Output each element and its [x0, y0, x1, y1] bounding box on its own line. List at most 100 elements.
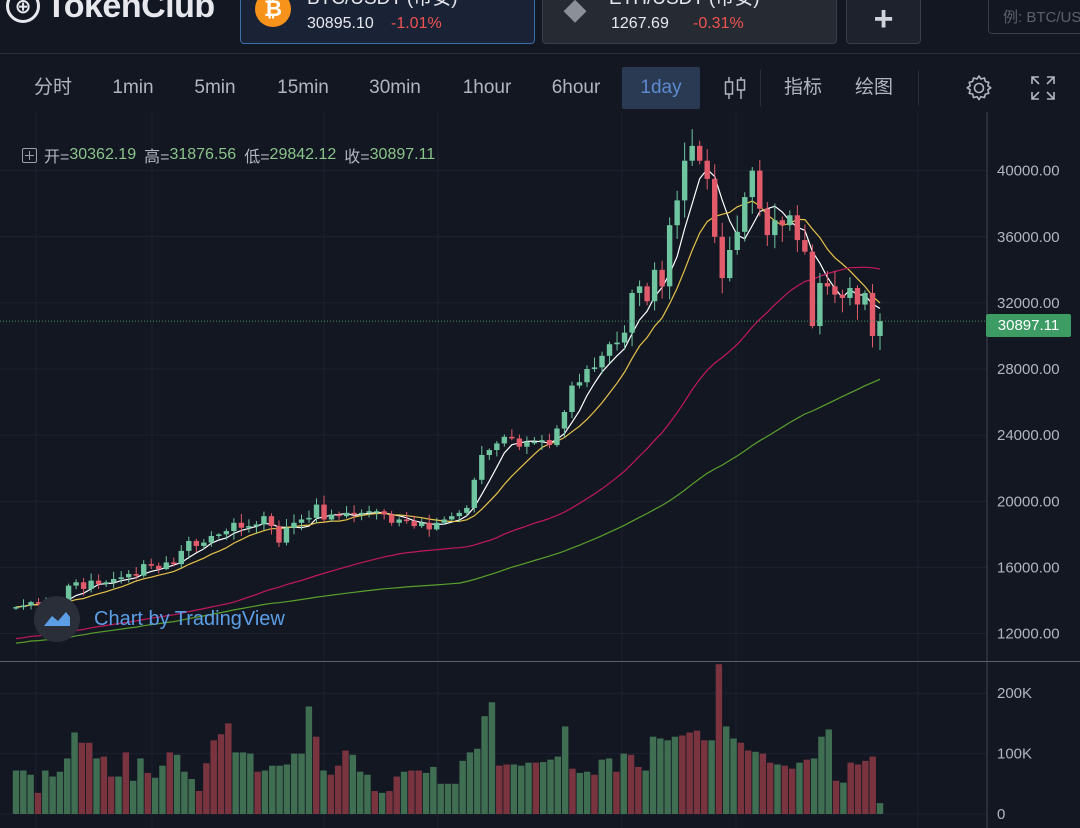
fullscreen-icon[interactable]: [1027, 72, 1059, 104]
volume-bar: [217, 734, 225, 814]
indicators-button[interactable]: 指标: [783, 77, 822, 98]
candle-style-icon[interactable]: [719, 72, 751, 104]
volume-bar: [386, 791, 393, 814]
candle-down: [779, 220, 786, 226]
candle-down: [509, 436, 515, 439]
volume-bar: [569, 768, 576, 814]
candle-up: [223, 531, 230, 535]
symbol-search-input[interactable]: [988, 0, 1080, 34]
interval-tab-5min[interactable]: 5min: [194, 77, 236, 98]
candle-up: [531, 441, 538, 444]
volume-bar: [247, 753, 254, 814]
interval-tab-1min[interactable]: 1min: [112, 77, 154, 98]
candle-down: [824, 283, 831, 287]
candle-up: [749, 170, 755, 198]
candle-down: [133, 574, 139, 576]
toolbar-divider: [760, 70, 761, 106]
legend-close-value: 30897.11: [369, 146, 436, 163]
volume-bar: [598, 759, 605, 814]
candle-up: [291, 522, 297, 528]
volume-bar: [12, 770, 20, 814]
candle-up: [434, 522, 440, 530]
volume-bar: [810, 758, 818, 814]
price-chart[interactable]: 12000.00 16000.00 20000.00 24000.00 28000.00…: [0, 112, 1080, 828]
candle-down: [351, 512, 357, 515]
volume-bar: [430, 766, 437, 814]
candle-up: [449, 516, 455, 520]
candle-up: [591, 367, 598, 370]
candle-down: [403, 519, 410, 522]
candle-down: [156, 565, 162, 570]
candle-up: [231, 522, 237, 532]
volume-bar: [327, 774, 335, 814]
volume-bar: [159, 765, 166, 814]
candle-up: [73, 582, 79, 586]
candle-up: [141, 564, 147, 576]
legend-toggle-icon[interactable]: [22, 147, 37, 163]
chart-toolbar: 分时 1min 5min 15min 30min 1hour 6hour 1da…: [0, 64, 1080, 112]
volume-bar: [334, 765, 342, 814]
legend-low-label: 低=: [244, 149, 270, 166]
candle-up: [216, 534, 222, 537]
candle-down: [854, 288, 861, 305]
interval-tab-6hour[interactable]: 6hour: [551, 77, 601, 98]
tradingview-watermark[interactable]: Chart by TradingView: [34, 596, 285, 642]
interval-tab-30min[interactable]: 30min: [369, 77, 421, 98]
drawing-tools-button[interactable]: 绘图: [854, 77, 893, 98]
volume-bar: [481, 716, 488, 814]
tradingview-logo-icon: [34, 596, 80, 642]
volume-bar: [671, 736, 679, 814]
ticker-price: 1267.69: [611, 15, 669, 32]
volume-bar: [547, 759, 554, 814]
volume-bar: [210, 740, 217, 814]
volume-bar: [34, 792, 42, 814]
candle-up: [28, 602, 34, 606]
interval-tab-timeshare[interactable]: 分时: [33, 77, 72, 98]
candle-up: [201, 542, 207, 546]
candle-up: [599, 355, 605, 368]
candle-up: [471, 479, 478, 508]
legend-close-label: 收=: [344, 149, 370, 166]
price-tick-label: 36000.00: [997, 229, 1060, 246]
volume-bar: [137, 758, 144, 814]
volume-bar: [203, 763, 210, 814]
candle-down: [794, 215, 801, 241]
candle-up: [479, 454, 485, 480]
ticker-card-eth[interactable]: ◆ ETH/USDT (币安) 1267.69 -0.31%: [542, 0, 837, 44]
candle-up: [373, 511, 380, 513]
volume-bar: [195, 791, 203, 814]
candle-down: [381, 511, 387, 515]
volume-bar: [847, 762, 854, 814]
ma60-line: [15, 378, 881, 644]
volume-bar: [818, 736, 825, 814]
volume-bar: [627, 754, 635, 814]
candle-up: [742, 197, 748, 232]
candle-down: [809, 251, 816, 327]
volume-bar: [276, 765, 283, 814]
volume-bar: [254, 771, 261, 814]
ticker-card-btc[interactable]: ₿ BTC/USDT (币安) 30895.10 -1.01%: [240, 0, 535, 44]
interval-tab-1hour[interactable]: 1hour: [462, 77, 512, 98]
volume-bar: [708, 740, 715, 814]
candle-up: [456, 512, 462, 517]
add-ticker-button[interactable]: +: [846, 0, 921, 44]
candle-down: [268, 516, 275, 527]
volume-bar: [496, 765, 503, 814]
candle-up: [651, 269, 658, 302]
tokenclub-logo[interactable]: ⊕ TokenClub: [6, 0, 215, 26]
volume-bar: [400, 771, 408, 814]
interval-tab-15min[interactable]: 15min: [277, 77, 329, 98]
volume-bar: [181, 771, 188, 814]
volume-bar: [605, 758, 613, 814]
settings-gear-icon[interactable]: [963, 72, 995, 104]
candle-up: [178, 550, 184, 565]
interval-tab-1day[interactable]: 1day: [622, 67, 700, 109]
candle-down: [696, 145, 703, 161]
legend-open-value: 30362.19: [69, 146, 137, 163]
last-price-label: 30897.11: [986, 314, 1071, 337]
volume-bar: [342, 750, 349, 814]
volume-bar: [876, 803, 884, 814]
volume-bar: [378, 792, 386, 814]
moving-averages: [15, 168, 881, 644]
volume-bar: [452, 783, 459, 814]
